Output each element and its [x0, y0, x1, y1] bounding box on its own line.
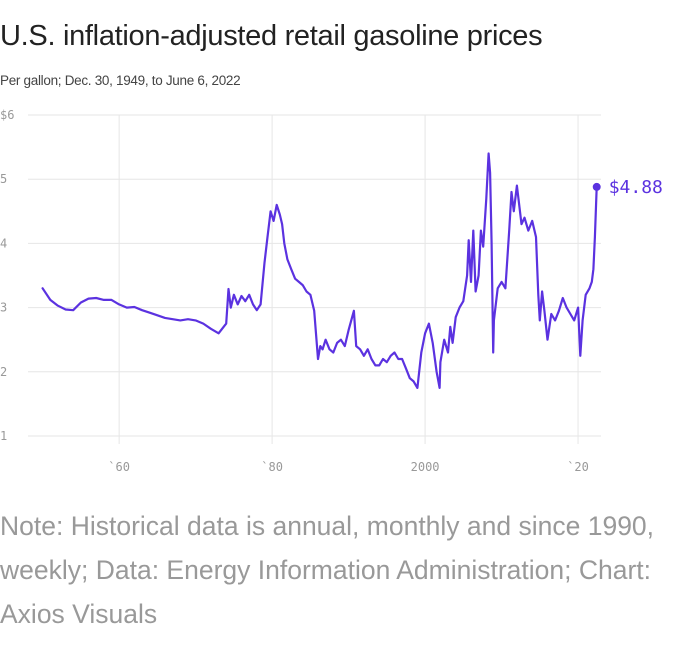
latest-value-dot: [592, 182, 601, 191]
y-tick-label: 1: [0, 429, 7, 443]
chart-subtitle: Per gallon; Dec. 30, 1949, to June 6, 20…: [0, 73, 241, 88]
x-tick-label: `80: [261, 460, 283, 474]
x-tick-label: `60: [108, 460, 130, 474]
y-tick-label: $6: [0, 108, 14, 122]
y-tick-label: 4: [0, 236, 7, 250]
chart-title: U.S. inflation-adjusted retail gasoline …: [0, 20, 543, 52]
latest-value-label: $4.88: [609, 177, 663, 198]
line-chart: $6 5 4 3 2 1 `60 `80 2000 `20 $4.88: [0, 108, 663, 474]
price-series-line: [41, 152, 598, 389]
chart-footnote: Note: Historical data is annual, monthly…: [0, 511, 655, 629]
y-tick-label: 3: [0, 301, 7, 315]
x-tick-label: `20: [567, 460, 589, 474]
y-tick-label: 5: [0, 172, 7, 186]
x-tick-label: 2000: [411, 460, 440, 474]
y-tick-label: 2: [0, 365, 7, 379]
